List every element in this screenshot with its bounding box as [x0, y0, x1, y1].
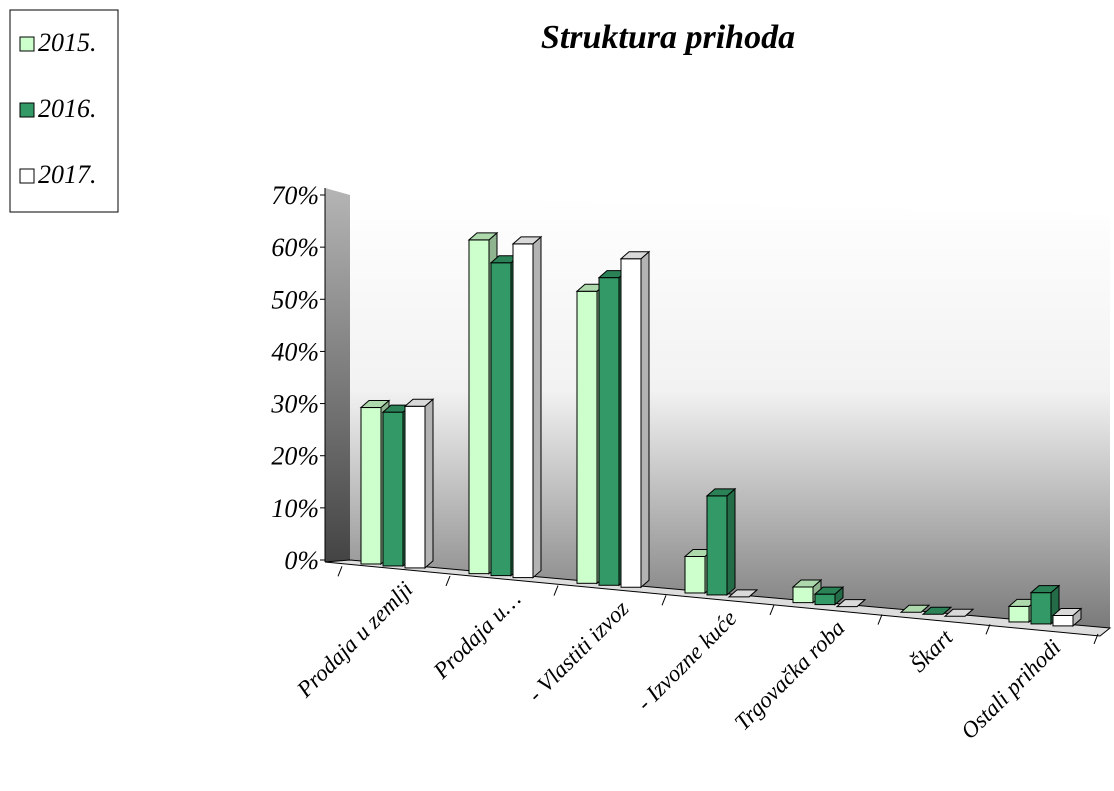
bar-top — [359, 400, 391, 409]
x-tick — [337, 566, 343, 577]
y-tick-label: 50% — [271, 285, 319, 314]
x-tick — [877, 614, 883, 625]
bar — [403, 398, 435, 570]
floor — [324, 559, 1112, 637]
bar — [791, 578, 823, 604]
bar-front — [468, 239, 490, 575]
bar — [727, 589, 759, 598]
bar — [1051, 607, 1083, 628]
chart-title: Struktura prihoda — [541, 19, 795, 56]
x-tick-label: - Vlastiti izvoz — [523, 596, 634, 707]
bar-front — [360, 407, 382, 565]
legend-swatch — [19, 102, 35, 118]
bar-front — [490, 262, 512, 577]
bar-front — [620, 258, 642, 588]
bar-top — [813, 586, 845, 595]
bar-front — [1030, 592, 1052, 625]
x-tick-label: Prodaja u… — [428, 586, 526, 684]
x-tick-label: - Izvozne kuće — [632, 606, 742, 716]
bar — [943, 608, 975, 617]
x-tick-label: Prodaja u zemlji — [291, 577, 417, 703]
bar-top — [619, 251, 651, 260]
bar-front — [1008, 605, 1030, 623]
bar-top — [1029, 585, 1061, 594]
y-tick-label: 40% — [271, 337, 319, 366]
legend-swatch — [19, 36, 35, 52]
x-tick — [661, 595, 667, 606]
bar — [813, 586, 845, 606]
bar — [511, 235, 543, 579]
bar-front — [706, 495, 728, 596]
bar-top — [511, 236, 543, 245]
bar-top — [1051, 607, 1083, 616]
bar-top — [727, 589, 759, 598]
bar — [835, 599, 867, 608]
bar-top — [467, 232, 499, 241]
y-tick-label: 20% — [271, 442, 319, 471]
legend-swatch — [19, 168, 35, 184]
legend-label: 2015. — [38, 28, 97, 57]
bar-side — [532, 235, 542, 579]
y-tick-label: 60% — [271, 233, 319, 262]
bar-top — [921, 606, 953, 615]
bar-front — [576, 290, 598, 584]
bar-top — [899, 604, 931, 613]
bar-front — [684, 555, 706, 594]
bar-side — [424, 398, 434, 570]
y-tick-label: 70% — [271, 181, 319, 210]
bar-top — [705, 488, 737, 497]
legend-label: 2017. — [38, 160, 97, 189]
bar-front — [382, 411, 404, 567]
legend-label: 2016. — [38, 94, 97, 123]
bar-front — [598, 277, 620, 586]
bar — [899, 604, 931, 613]
bar-top — [403, 398, 435, 407]
bar-front — [1052, 614, 1074, 627]
side-wall — [325, 188, 350, 562]
x-tick-label: Ostali prihodi — [956, 635, 1065, 744]
x-tick — [985, 624, 991, 635]
y-tick-label: 0% — [284, 546, 319, 575]
bar-front — [814, 593, 836, 606]
bar-side — [726, 487, 736, 597]
y-tick-label: 30% — [270, 390, 319, 419]
bar — [921, 606, 953, 615]
x-tick — [445, 575, 451, 587]
bar-top — [791, 579, 823, 588]
bar-top — [835, 599, 867, 608]
bar-front — [512, 243, 534, 579]
bar-side — [640, 250, 650, 589]
x-tick — [769, 604, 775, 616]
x-tick-label: Škart — [905, 624, 958, 677]
bar-front — [792, 586, 814, 604]
y-tick-label: 10% — [271, 494, 319, 523]
bar — [619, 250, 651, 589]
bar-top — [943, 608, 975, 617]
x-tick-label: Trgovačka roba — [730, 615, 850, 735]
x-tick — [553, 585, 559, 596]
bar-front — [404, 405, 426, 569]
bar — [705, 487, 737, 597]
x-tick — [1093, 633, 1099, 645]
